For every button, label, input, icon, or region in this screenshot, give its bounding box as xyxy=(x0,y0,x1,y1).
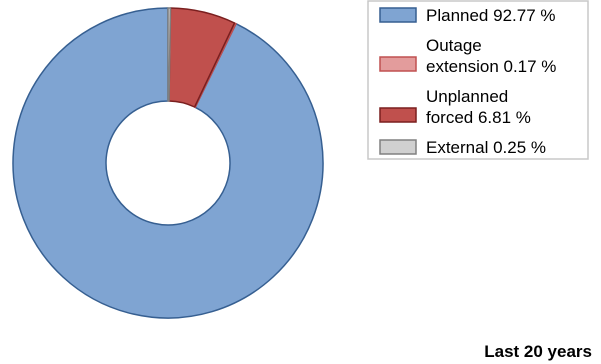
slice-external xyxy=(167,7,172,102)
legend-label-unplanned-forced: forced 6.81 % xyxy=(426,108,531,127)
legend-item-planned: Planned 92.77 % xyxy=(379,6,556,25)
legend-box xyxy=(367,0,589,160)
legend-label-unplanned-forced: Unplanned xyxy=(426,87,508,106)
slice-planned xyxy=(12,7,324,319)
legend-label-outage-extension: extension 0.17 % xyxy=(426,57,556,76)
legend-label-planned: Planned 92.77 % xyxy=(426,6,556,25)
legend: Planned 92.77 % Outage extension 0.17 % Unp… xyxy=(367,0,589,160)
donut-slices xyxy=(12,7,324,319)
legend-swatch-unplanned-forced xyxy=(379,107,417,123)
legend-items: Planned 92.77 % Outage extension 0.17 % Unp… xyxy=(379,6,556,157)
legend-label-external: External 0.25 % xyxy=(426,138,546,157)
legend-swatch-outage-extension xyxy=(379,56,417,72)
legend-item-outage-extension: Outage extension 0.17 % xyxy=(379,36,556,76)
legend-label-outage-extension: Outage xyxy=(426,36,482,55)
legend-item-external: External 0.25 % xyxy=(379,138,546,157)
legend-swatch-planned xyxy=(379,7,417,23)
chart-caption: Last 20 years xyxy=(484,342,592,361)
legend-item-unplanned-forced: Unplanned forced 6.81 % xyxy=(379,87,531,127)
legend-swatch-external xyxy=(379,139,417,155)
